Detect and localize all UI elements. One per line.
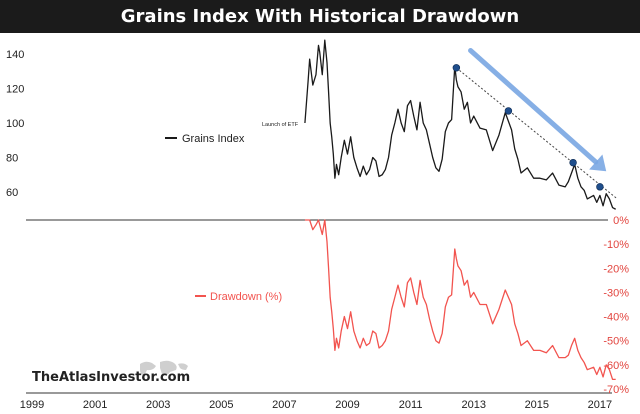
trend-arrow-shaft	[468, 48, 599, 165]
x-tick-label: 2011	[399, 399, 423, 411]
x-tick-label: 2017	[588, 399, 612, 411]
x-tick-label: 1999	[20, 399, 44, 411]
x-tick-label: 2007	[272, 399, 296, 411]
chart-title: Grains Index With Historical Drawdown	[120, 6, 520, 27]
y-tick-label-bottom: -50%	[603, 336, 629, 348]
x-tick-label: 2013	[461, 399, 485, 411]
site-watermark: TheAtlasInvestor.com	[32, 370, 191, 385]
y-tick-label-bottom: -30%	[603, 287, 629, 299]
y-tick-label-bottom: -40%	[603, 312, 629, 324]
annotation-launch-etf: Launch of ETF	[262, 122, 299, 128]
x-tick-label: 2009	[335, 399, 359, 411]
y-tick-label-top: 100	[6, 118, 24, 130]
title-bar	[0, 0, 640, 33]
y-tick-label-top: 140	[6, 49, 24, 61]
y-tick-label-bottom: 0%	[613, 215, 629, 227]
x-tick-label: 2015	[525, 399, 549, 411]
peak-marker	[596, 183, 604, 191]
y-tick-label-top: 80	[6, 153, 18, 165]
legend-label-grains: Grains Index	[182, 133, 245, 145]
x-tick-label: 2001	[83, 399, 107, 411]
y-tick-label-bottom: -70%	[603, 384, 629, 396]
x-tick-label: 2005	[209, 399, 233, 411]
legend-label-drawdown: Drawdown (%)	[210, 291, 282, 303]
world-map-icon	[140, 360, 188, 376]
y-tick-label-top: 60	[6, 187, 18, 199]
drawdown-trendline	[456, 67, 618, 200]
peak-marker	[452, 64, 461, 72]
peak-marker	[569, 158, 577, 167]
x-tick-label: 2003	[146, 399, 170, 411]
y-tick-label-bottom: -10%	[603, 239, 629, 251]
y-tick-label-bottom: -20%	[603, 263, 629, 275]
y-tick-label-bottom: -60%	[603, 360, 629, 372]
peak-marker	[504, 107, 513, 115]
y-tick-label-top: 120	[6, 84, 24, 96]
grains-index-line	[304, 39, 617, 210]
trend-arrow-head	[589, 154, 607, 172]
drawdown-line	[304, 219, 616, 380]
